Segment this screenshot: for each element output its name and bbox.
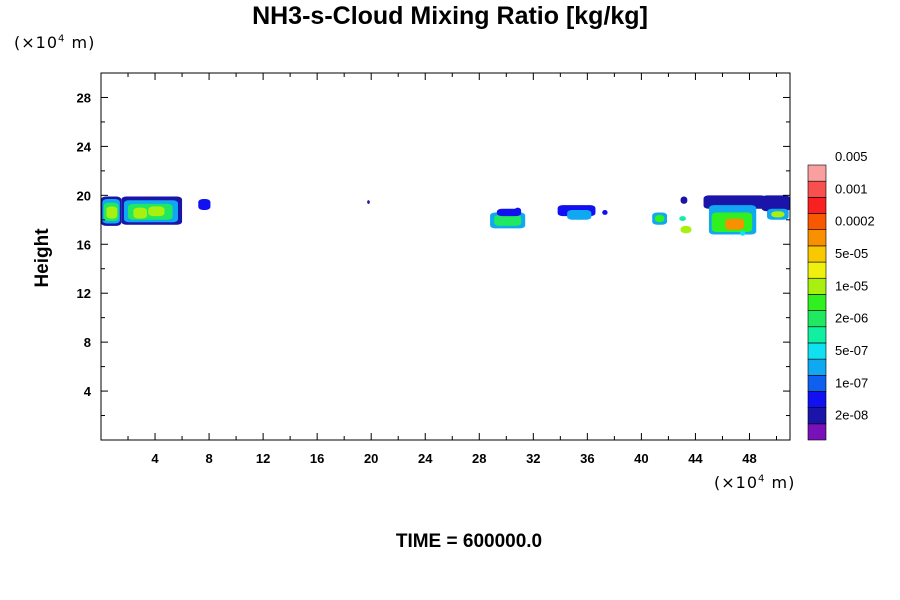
colorbar-swatch: [807, 294, 827, 311]
y-tick-label: 12: [77, 286, 91, 301]
x-tick-label: 28: [472, 451, 486, 466]
x-tick-label: 24: [418, 451, 433, 466]
colorbar-swatch: [807, 245, 827, 263]
cloud-cell: [367, 200, 370, 204]
x-tick-label: 36: [580, 451, 594, 466]
colorbar-swatch: [807, 164, 827, 182]
x-unit-exponent: 4: [758, 473, 766, 485]
colorbar-swatch: [807, 229, 827, 247]
cloud-cell: [494, 214, 522, 226]
x-tick-label: 12: [256, 451, 270, 466]
cloud-cell: [740, 230, 746, 236]
cloud-cell: [148, 206, 165, 217]
cloud-cell: [725, 218, 745, 230]
colorbar-swatch: [807, 310, 827, 328]
cloud-cell: [761, 195, 790, 212]
y-unit-prefix: (×10: [14, 33, 59, 52]
cloud-cell: [106, 206, 118, 219]
colorbar-label: 0.0002: [835, 214, 875, 229]
colorbar-swatch: [807, 391, 827, 408]
cloud-cell: [514, 207, 522, 214]
plot-border: [100, 72, 791, 441]
colorbar: 2e-08 1e-07 5e-07 2e-06 1e-05 5e-05 0.0002 0.00…: [807, 149, 875, 441]
x-tick-label: 20: [364, 451, 378, 466]
x-tick-label: 32: [526, 451, 540, 466]
cloud-cell: [133, 207, 147, 219]
colorbar-swatch: [807, 423, 827, 441]
colorbar-swatch: [807, 407, 827, 425]
x-tick-label: 16: [310, 451, 324, 466]
plot-area: [101, 73, 790, 440]
colorbar-label: 1e-05: [835, 278, 868, 293]
cloud-cell: [602, 210, 608, 215]
y-axis-unit: (×104 m): [14, 33, 95, 52]
x-tick-label: 8: [205, 451, 212, 466]
colorbar-swatch: [807, 197, 827, 214]
x-tick-label: 40: [634, 451, 648, 466]
cloud-cell: [567, 210, 592, 220]
y-unit-exponent: 4: [58, 33, 66, 45]
colorbar-label: 5e-07: [835, 343, 868, 358]
cloud-field: [101, 195, 790, 236]
time-footer: TIME = 600000.0: [395, 531, 543, 552]
cloud-cell: [654, 214, 665, 223]
y-tick-label: 24: [77, 139, 92, 154]
x-axis-unit: (×104 m): [714, 473, 795, 492]
x-unit-prefix: (×10: [714, 473, 759, 492]
y-tick-label: 8: [84, 335, 91, 350]
y-tick-label: 28: [77, 90, 91, 105]
y-tick-label: 20: [77, 188, 91, 203]
cloud-cell: [679, 216, 686, 222]
colorbar-label: 2e-06: [835, 311, 868, 326]
x-tick-label: 48: [742, 451, 756, 466]
cloud-cell: [771, 211, 785, 218]
colorbar-label: 5e-05: [835, 246, 868, 261]
x-tick-label: 4: [151, 451, 159, 466]
x-tick-label: 44: [688, 451, 703, 466]
colorbar-swatch: [807, 261, 827, 279]
colorbar-swatch: [807, 358, 827, 376]
colorbar-swatch: [807, 374, 827, 392]
colorbar-swatch: [807, 180, 827, 198]
cloud-cell: [680, 196, 688, 204]
chart-title: NH3-s-Cloud Mixing Ratio [kg/kg]: [252, 2, 648, 30]
colorbar-swatch: [807, 213, 827, 231]
colorbar-label: 0.005: [835, 149, 868, 164]
colorbar-swatch: [807, 277, 827, 295]
colorbar-label: 2e-08: [835, 408, 868, 423]
x-unit-suffix: m): [765, 473, 796, 492]
colorbar-label: 0.001: [835, 181, 868, 196]
cloud-cell: [198, 199, 211, 211]
y-unit-suffix: m): [65, 33, 96, 52]
colorbar-swatch: [807, 342, 827, 360]
colorbar-label: 1e-07: [835, 375, 868, 390]
colorbar-swatch: [807, 326, 827, 344]
y-tick-label: 4: [84, 384, 92, 399]
cloud-cell: [680, 225, 692, 234]
y-tick-label: 16: [77, 237, 91, 252]
